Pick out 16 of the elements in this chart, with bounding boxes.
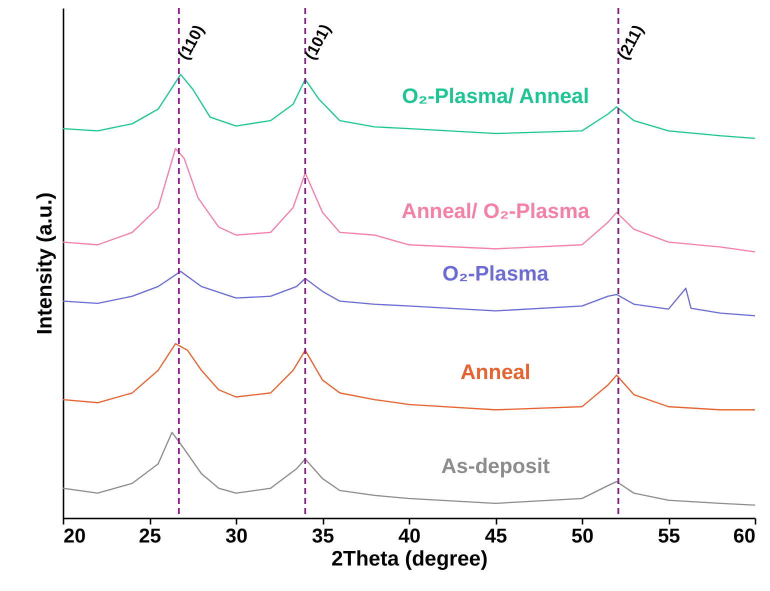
series-label: Anneal/ O₂-Plasma [402,200,590,224]
x-tick-label: 20 [64,526,86,548]
series-label: As-deposit [441,454,550,478]
x-tick-label: 60 [733,526,756,548]
x-tick-label: 25 [138,526,162,548]
series-label: Anneal [460,361,531,384]
y-axis-title: Intensity (a.u.) [34,192,56,335]
series-label: O₂-Plasma [442,262,549,286]
x-tick-label: 45 [484,526,508,548]
x-tick-label: 40 [398,526,421,548]
x-tick-label: 30 [225,526,248,548]
x-tick-label: 55 [658,526,680,548]
x-axis-title: 2Theta (degree) [331,548,488,570]
series-label: O₂-Plasma/ Anneal [402,84,590,108]
x-tick-label: 35 [312,526,334,548]
x-tick-label: 50 [571,526,594,548]
